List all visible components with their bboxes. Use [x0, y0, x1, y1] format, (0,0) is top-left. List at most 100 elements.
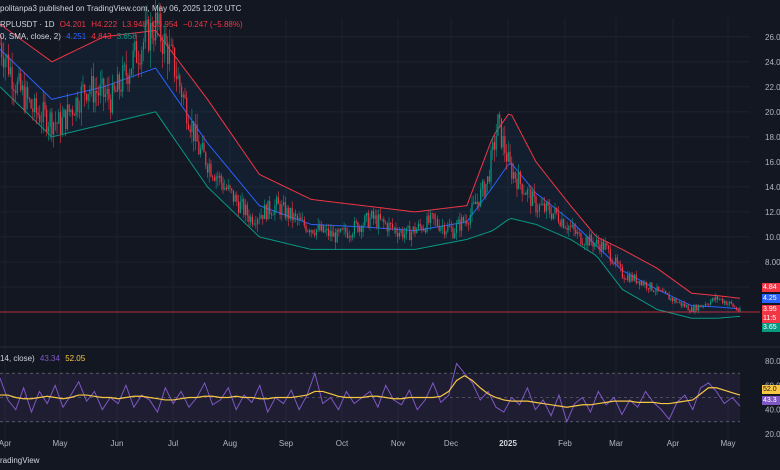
candle-body — [345, 227, 347, 233]
price-tick-label: 20.00 — [765, 108, 780, 117]
candle-body — [671, 297, 674, 302]
candle-body — [46, 109, 48, 132]
candle-body — [568, 226, 570, 230]
price-badge: 3.95 — [762, 305, 780, 314]
candle-body — [170, 44, 172, 46]
candle-body — [352, 234, 354, 238]
candle-body — [184, 94, 186, 98]
rsi-ma-line — [0, 374, 741, 408]
candle-body — [324, 230, 326, 233]
symbol-label[interactable]: RPLUSDT · 1D — [0, 20, 55, 29]
candle-body — [428, 215, 430, 223]
candle-body — [103, 78, 105, 98]
candle-body — [251, 216, 254, 225]
candle-body — [47, 126, 50, 132]
price-pane[interactable] — [0, 0, 760, 319]
candle-body — [461, 217, 463, 231]
candle-body — [393, 227, 395, 229]
candle-body — [239, 201, 241, 213]
candle-body — [289, 207, 292, 219]
candle-body — [412, 226, 414, 233]
candle-body — [270, 214, 273, 216]
candle-body — [533, 191, 535, 197]
candle-body — [257, 219, 259, 225]
candle-body — [704, 304, 707, 306]
candle-body — [301, 219, 304, 221]
candle-body — [689, 310, 691, 312]
candle-body — [113, 83, 115, 91]
rsi-line — [0, 362, 741, 424]
candle-body — [379, 214, 381, 220]
candle-body — [659, 290, 662, 291]
candle-body — [276, 197, 278, 206]
price-tick-label: 18.00 — [765, 133, 780, 142]
open-value: O4.201 — [59, 20, 87, 29]
time-tick-label: Apr — [667, 439, 680, 448]
candle-body — [604, 243, 606, 250]
candle-body — [607, 245, 610, 250]
candle-body — [467, 223, 470, 225]
candle-body — [296, 215, 298, 220]
candle-body — [538, 204, 541, 211]
candle-body — [92, 76, 94, 103]
candle-body — [696, 305, 698, 311]
candle-body — [684, 303, 686, 307]
candle-body — [429, 213, 432, 223]
candle-body — [142, 42, 145, 51]
candle-body — [407, 226, 409, 228]
rsi-legend[interactable]: 14, close) 43.34 52.05 — [0, 354, 88, 363]
candle-body — [545, 202, 547, 212]
candle-body — [99, 84, 101, 96]
candle-body — [457, 219, 459, 224]
candle-body — [421, 226, 423, 231]
high-value: H4.222 — [91, 20, 118, 29]
candle-body — [391, 224, 394, 228]
candle-body — [625, 279, 627, 280]
candle-body — [416, 229, 418, 234]
candle-body — [163, 33, 165, 54]
candle-body — [478, 201, 480, 206]
candle-body — [61, 117, 63, 135]
candle-body — [499, 114, 501, 119]
candle-body — [333, 232, 335, 237]
candle-body — [526, 189, 528, 195]
candle-body — [315, 229, 318, 236]
candle-body — [528, 189, 530, 191]
candle-body — [246, 204, 248, 216]
candle-body — [194, 124, 196, 142]
candle-body — [72, 109, 74, 116]
candle-body — [9, 67, 11, 75]
candle-body — [77, 97, 79, 112]
candle-body — [210, 163, 212, 177]
candle-body — [699, 305, 701, 308]
candle-body — [537, 210, 539, 213]
candle-body — [319, 224, 321, 231]
candle-body — [623, 277, 625, 280]
candle-body — [215, 176, 217, 181]
candle-body — [175, 76, 177, 79]
candle-body — [6, 54, 8, 60]
rsi-pane[interactable] — [0, 362, 741, 424]
candle-body — [682, 303, 684, 306]
candle-body — [205, 152, 207, 166]
candle-body — [447, 225, 449, 232]
candle-body — [516, 178, 518, 189]
candle-body — [33, 98, 36, 112]
candle-body — [89, 90, 91, 95]
price-tick-label: 14.00 — [765, 183, 780, 192]
candle-body — [8, 54, 10, 75]
candle-body — [314, 233, 316, 236]
candle-body — [397, 232, 399, 237]
time-tick-label: Dec — [444, 439, 458, 448]
candle-body — [80, 86, 82, 113]
candle-body — [346, 232, 349, 238]
candle-body — [367, 212, 369, 228]
candle-body — [566, 228, 568, 230]
bb-lower-line — [0, 86, 741, 319]
candle-body — [167, 42, 169, 64]
candle-body — [141, 50, 143, 65]
bb-legend[interactable]: 0, SMA, close, 2) 4.251 4.843 3.658 — [0, 32, 140, 41]
candle-body — [174, 47, 176, 77]
candle-body — [25, 87, 27, 111]
candle-body — [563, 219, 565, 228]
